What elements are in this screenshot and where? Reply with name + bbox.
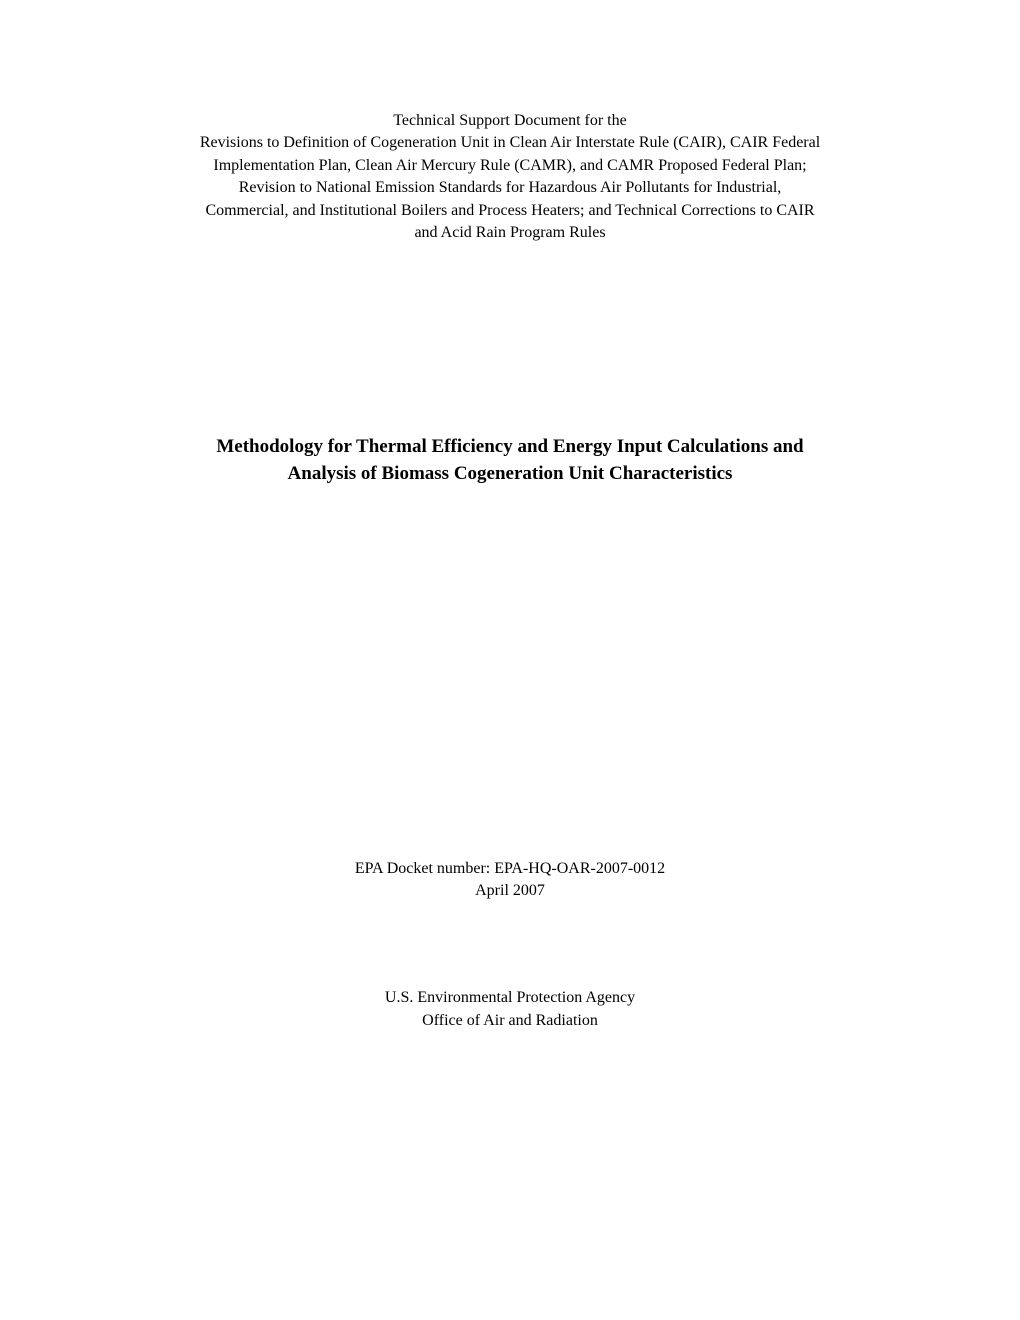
title-line: Analysis of Biomass Cogeneration Unit Ch… <box>120 461 900 488</box>
header-line: and Acid Rain Program Rules <box>120 222 900 244</box>
header-line: Technical Support Document for the <box>120 110 900 132</box>
header-line: Revision to National Emission Standards … <box>120 177 900 199</box>
document-header: Technical Support Document for the Revis… <box>120 110 900 244</box>
docket-number: EPA Docket number: EPA-HQ-OAR-2007-0012 <box>120 858 900 880</box>
docket-info: EPA Docket number: EPA-HQ-OAR-2007-0012 … <box>120 858 900 903</box>
document-title: Methodology for Thermal Efficiency and E… <box>120 434 900 487</box>
agency-office: Office of Air and Radiation <box>120 1010 900 1032</box>
agency-name: U.S. Environmental Protection Agency <box>120 987 900 1009</box>
header-line: Revisions to Definition of Cogeneration … <box>120 132 900 154</box>
title-line: Methodology for Thermal Efficiency and E… <box>120 434 900 461</box>
agency-info: U.S. Environmental Protection Agency Off… <box>120 987 900 1032</box>
header-line: Implementation Plan, Clean Air Mercury R… <box>120 155 900 177</box>
header-line: Commercial, and Institutional Boilers an… <box>120 200 900 222</box>
docket-date: April 2007 <box>120 880 900 902</box>
